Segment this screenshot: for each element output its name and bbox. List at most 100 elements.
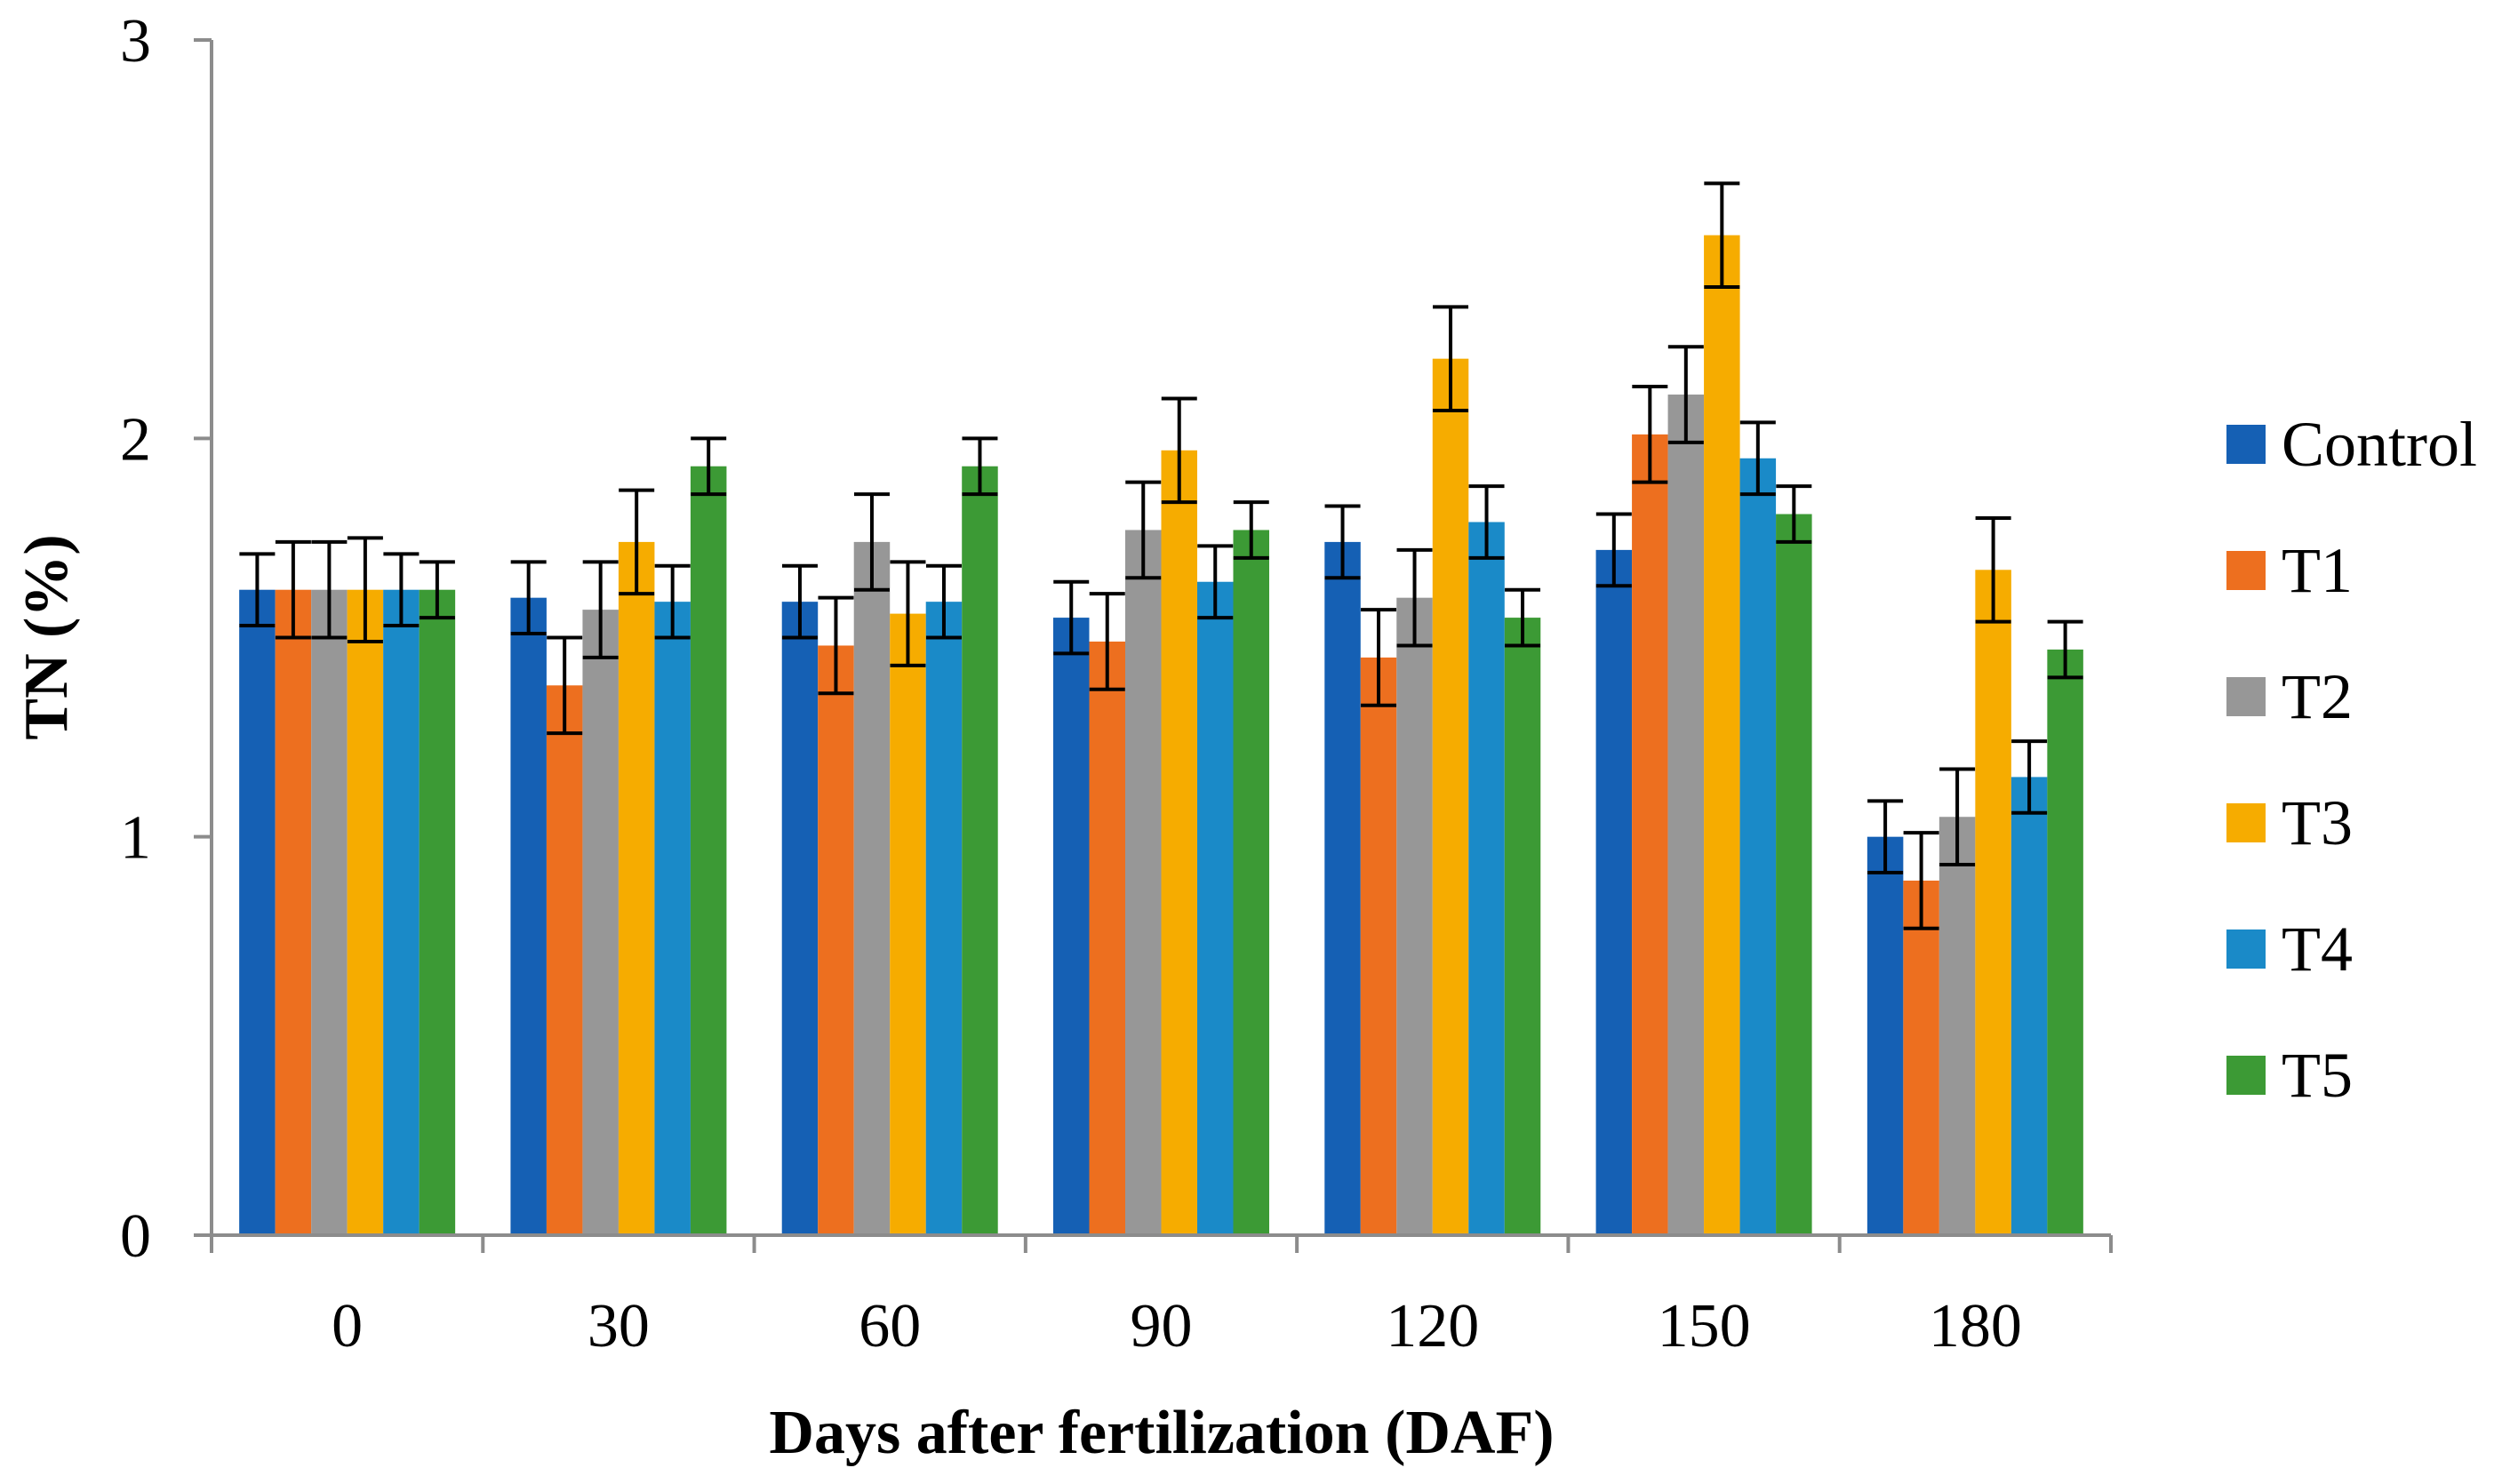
error-bar-t5-150: [1776, 484, 1812, 544]
bar-t1-30: [546, 685, 583, 1235]
error-bar-t3-150: [1704, 181, 1740, 289]
error-bar-t1-180: [1903, 831, 1939, 930]
error-bar-control-0: [239, 552, 276, 628]
x-tick-label-90: 90: [1131, 1292, 1193, 1360]
y-tick-label-0: 0: [120, 1202, 151, 1271]
bar-t2-0: [311, 589, 348, 1235]
error-bar-t2-120: [1396, 547, 1433, 648]
bar-t3-120: [1432, 358, 1469, 1236]
bar-t2-30: [582, 610, 619, 1235]
error-bar-t4-120: [1468, 484, 1505, 560]
error-bar-control-180: [1867, 799, 1904, 875]
bar-t2-180: [1938, 817, 1976, 1235]
bar-t1-60: [818, 645, 854, 1235]
legend-label-t1: T1: [2282, 535, 2353, 606]
error-bar-control-90: [1053, 579, 1090, 656]
legend-swatch-t4: [2226, 929, 2266, 969]
y-axis-title: TN (%): [12, 534, 81, 739]
bar-t4-150: [1739, 458, 1777, 1235]
x-tick-label-30: 30: [588, 1292, 650, 1360]
bar-t1-120: [1360, 657, 1397, 1235]
bar-t3-30: [618, 541, 655, 1235]
y-tick-label-1: 1: [120, 804, 151, 873]
bar-t3-150: [1704, 235, 1740, 1235]
bar-t3-90: [1161, 450, 1197, 1235]
legend-label-t5: T5: [2282, 1040, 2353, 1111]
error-bar-t1-150: [1632, 385, 1668, 484]
error-bar-t3-120: [1433, 305, 1469, 412]
axes-layer: [210, 40, 2111, 1237]
x-tick-label-0: 0: [332, 1292, 363, 1360]
error-bar-t5-30: [691, 436, 727, 497]
bar-t5-180: [2047, 649, 2083, 1235]
error-bar-t2-60: [853, 492, 890, 592]
error-bar-t3-180: [1975, 516, 2011, 624]
error-bar-t1-60: [818, 595, 854, 696]
x-tick-label-150: 150: [1658, 1292, 1751, 1360]
error-bar-t4-0: [383, 552, 420, 628]
legend-swatch-t2: [2226, 677, 2266, 716]
bar-t2-120: [1396, 597, 1433, 1235]
bar-t1-180: [1903, 880, 1939, 1235]
bar-t5-30: [690, 466, 727, 1235]
legend-label-t2: T2: [2282, 661, 2353, 732]
error-bar-t2-0: [311, 539, 348, 640]
bar-t5-90: [1233, 530, 1269, 1235]
error-bar-t4-180: [2011, 739, 2048, 815]
error-bar-t4-60: [925, 563, 962, 640]
error-bar-control-60: [781, 563, 818, 640]
x-ticks-layer: 0 30 60 90 120 150 180: [210, 1235, 2113, 1360]
bar-control-150: [1595, 549, 1633, 1235]
legend-label-t4: T4: [2282, 914, 2353, 985]
bar-t5-150: [1776, 514, 1812, 1235]
bar-control-60: [781, 602, 819, 1235]
error-bar-control-150: [1595, 512, 1632, 588]
legend-swatch-t3: [2226, 803, 2266, 842]
error-bar-t1-0: [275, 539, 311, 640]
bars-layer: [239, 235, 2083, 1236]
legend-swatch-t5: [2226, 1056, 2266, 1095]
bar-t4-90: [1197, 581, 1234, 1235]
x-axis-title: Days after fertilization (DAF): [769, 1399, 1554, 1467]
bar-t5-60: [962, 466, 998, 1235]
error-bar-t1-120: [1361, 608, 1397, 707]
bar-control-120: [1324, 541, 1361, 1235]
error-bar-t5-0: [419, 560, 455, 620]
error-bar-t2-180: [1939, 767, 1976, 867]
y-tick-label-3: 3: [120, 7, 151, 76]
x-tick-label-60: 60: [859, 1292, 921, 1360]
y-tick-label-2: 2: [120, 405, 151, 474]
legend-swatch-control: [2226, 425, 2266, 464]
bar-t3-180: [1975, 570, 2011, 1235]
error-bar-t5-120: [1505, 587, 1541, 648]
bar-control-0: [239, 589, 276, 1235]
bar-t4-180: [2010, 777, 2048, 1235]
x-tick-label-120: 120: [1386, 1292, 1479, 1360]
error-bar-t5-60: [962, 436, 998, 497]
error-bars-layer: [239, 181, 2083, 930]
bar-t4-0: [383, 589, 420, 1235]
error-bar-t4-30: [654, 563, 691, 640]
error-bar-t3-90: [1161, 396, 1197, 505]
bar-control-30: [510, 597, 547, 1235]
error-bar-t4-90: [1197, 544, 1234, 620]
bar-t1-0: [275, 589, 312, 1235]
error-bar-t3-60: [890, 560, 926, 667]
bar-t4-120: [1468, 522, 1505, 1235]
error-bar-t2-90: [1125, 480, 1162, 580]
bar-t2-150: [1667, 395, 1705, 1235]
error-bar-t1-30: [547, 635, 583, 736]
bar-t5-120: [1504, 618, 1541, 1235]
error-bar-t2-30: [582, 560, 619, 659]
error-bar-t1-90: [1089, 592, 1125, 691]
error-bar-control-120: [1324, 504, 1361, 580]
error-bar-t3-0: [347, 536, 383, 643]
x-tick-label-180: 180: [1929, 1292, 2022, 1360]
bar-t3-60: [890, 613, 926, 1235]
bar-t1-150: [1632, 434, 1668, 1236]
error-bar-t5-180: [2047, 619, 2083, 680]
bar-control-90: [1053, 618, 1090, 1235]
bar-t2-60: [853, 541, 891, 1235]
error-bar-t5-90: [1233, 500, 1269, 560]
